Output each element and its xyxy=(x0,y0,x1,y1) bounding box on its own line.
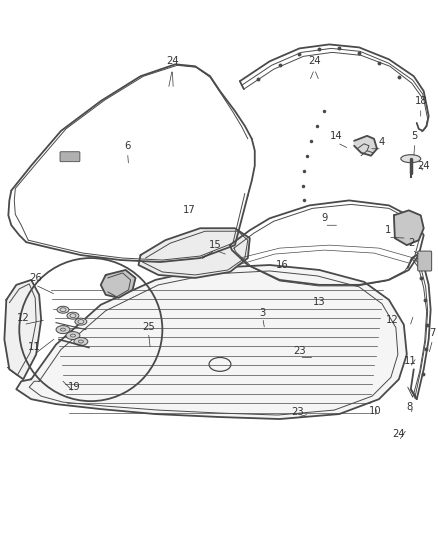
Text: 11: 11 xyxy=(28,343,41,352)
Ellipse shape xyxy=(56,326,70,334)
Text: 25: 25 xyxy=(142,321,155,332)
Polygon shape xyxy=(394,211,424,245)
Text: 11: 11 xyxy=(403,357,416,366)
Polygon shape xyxy=(101,270,135,298)
Text: 24: 24 xyxy=(308,56,321,66)
Ellipse shape xyxy=(67,312,79,319)
Text: 17: 17 xyxy=(183,205,195,215)
Text: 19: 19 xyxy=(67,382,80,392)
Ellipse shape xyxy=(401,155,421,163)
Text: 1: 1 xyxy=(385,225,391,235)
FancyBboxPatch shape xyxy=(60,152,80,161)
Text: 12: 12 xyxy=(385,314,398,325)
Text: 8: 8 xyxy=(406,402,413,412)
Text: 26: 26 xyxy=(29,273,42,283)
Text: 12: 12 xyxy=(17,313,30,322)
Text: 24: 24 xyxy=(166,56,179,66)
Ellipse shape xyxy=(57,306,69,313)
Polygon shape xyxy=(354,136,377,156)
Text: 15: 15 xyxy=(208,240,221,250)
Text: 18: 18 xyxy=(414,96,427,106)
Polygon shape xyxy=(4,280,41,379)
Text: 24: 24 xyxy=(417,160,430,171)
Text: 23: 23 xyxy=(293,346,306,357)
FancyBboxPatch shape xyxy=(418,251,431,271)
Text: 24: 24 xyxy=(392,429,405,439)
Text: 5: 5 xyxy=(412,131,418,141)
Text: 16: 16 xyxy=(276,260,289,270)
Text: 9: 9 xyxy=(321,213,328,223)
Text: 14: 14 xyxy=(330,131,343,141)
Ellipse shape xyxy=(74,337,88,345)
Ellipse shape xyxy=(66,332,80,340)
Text: 13: 13 xyxy=(313,297,326,307)
Text: 2: 2 xyxy=(409,238,415,248)
Polygon shape xyxy=(16,265,407,419)
Text: 10: 10 xyxy=(369,406,381,416)
Text: 23: 23 xyxy=(291,407,304,417)
Polygon shape xyxy=(138,228,250,278)
Text: 3: 3 xyxy=(260,308,266,318)
Text: 4: 4 xyxy=(379,137,385,147)
Text: 6: 6 xyxy=(124,141,131,151)
Ellipse shape xyxy=(75,318,87,325)
Text: 7: 7 xyxy=(429,328,436,337)
